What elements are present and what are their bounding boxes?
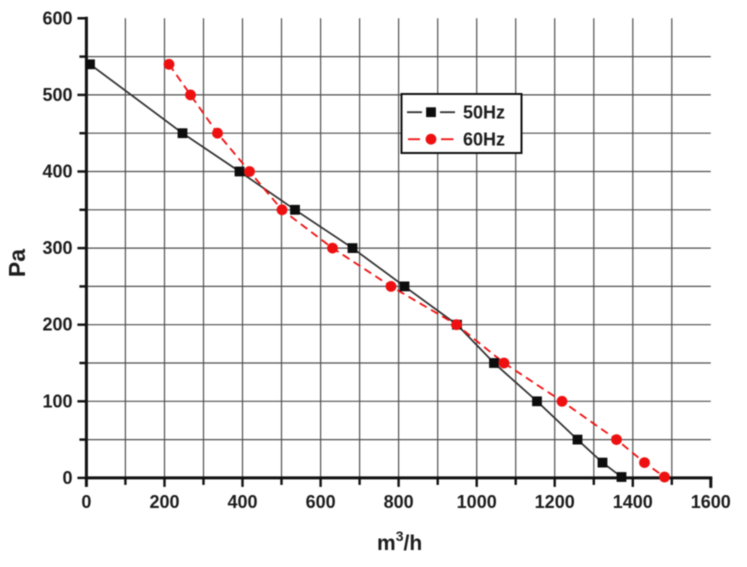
svg-text:600: 600 [306,492,336,512]
svg-text:300: 300 [42,238,72,258]
svg-text:1000: 1000 [457,492,497,512]
svg-text:100: 100 [42,391,72,411]
svg-text:1600: 1600 [691,492,731,512]
svg-text:0: 0 [81,492,91,512]
svg-text:1200: 1200 [535,492,575,512]
svg-text:400: 400 [42,162,72,182]
svg-text:400: 400 [227,492,257,512]
svg-text:Pa: Pa [4,249,30,277]
svg-text:50Hz: 50Hz [463,102,505,122]
svg-text:200: 200 [42,315,72,335]
svg-text:500: 500 [42,85,72,105]
svg-text:m3/h: m3/h [377,528,422,555]
svg-text:0: 0 [62,468,72,488]
svg-text:200: 200 [149,492,179,512]
svg-text:800: 800 [384,492,414,512]
svg-text:600: 600 [42,8,72,28]
svg-text:1400: 1400 [613,492,653,512]
svg-text:60Hz: 60Hz [463,129,505,149]
